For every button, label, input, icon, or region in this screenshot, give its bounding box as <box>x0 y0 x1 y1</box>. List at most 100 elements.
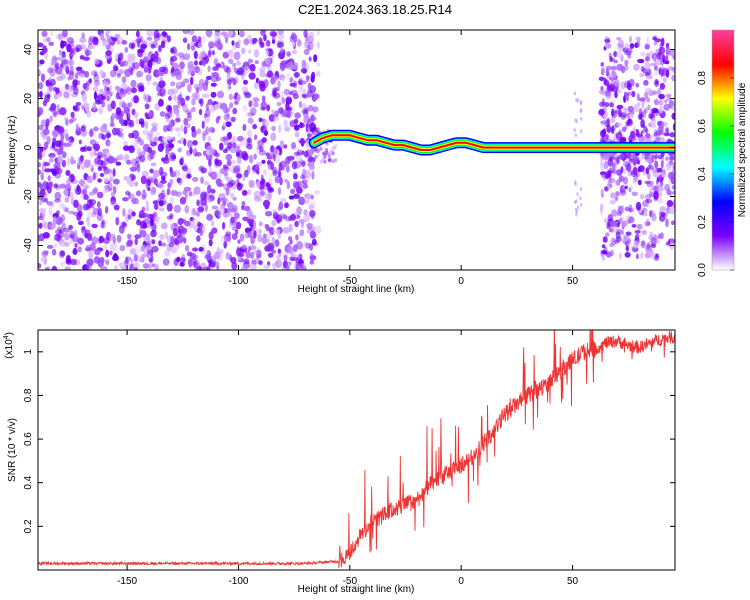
heatmap-cell <box>622 107 627 116</box>
heatmap-cell <box>200 176 204 184</box>
heatmap-cell <box>44 267 50 270</box>
heatmap-cell <box>191 125 196 133</box>
heatmap-cell <box>294 220 299 228</box>
heatmap-cell <box>220 197 228 203</box>
heatmap-cell <box>125 190 131 196</box>
heatmap-cell <box>186 111 192 119</box>
heatmap-cell <box>160 242 167 247</box>
heatmap-cell <box>158 45 162 53</box>
heatmap-cell <box>113 65 119 72</box>
heatmap-cell <box>261 236 268 245</box>
heatmap-cell <box>98 108 104 114</box>
heatmap-cell <box>638 165 645 173</box>
heatmap-cell <box>242 123 247 132</box>
heatmap-cell <box>225 187 230 196</box>
heatmap-cell <box>605 232 610 237</box>
heatmap-cell <box>220 235 226 244</box>
heatmap-cell <box>263 264 271 269</box>
heatmap-cell <box>169 178 174 186</box>
heatmap-cell <box>618 129 622 135</box>
heatmap-cell <box>93 71 98 78</box>
heatmap-cell <box>618 175 625 182</box>
heatmap-cell <box>38 42 44 48</box>
heatmap-cell <box>236 173 242 179</box>
heatmap-cell <box>311 238 317 246</box>
heatmap-cell <box>301 80 307 85</box>
heatmap-cell <box>603 120 610 126</box>
heatmap-cell <box>88 250 94 260</box>
heatmap-cell <box>110 192 116 197</box>
heatmap-cell <box>166 35 171 43</box>
heatmap-cell <box>136 219 142 226</box>
heatmap-cell <box>165 147 170 156</box>
heatmap-cell <box>294 112 301 119</box>
heatmap-cell <box>632 166 638 176</box>
heatmap-cell <box>258 67 266 72</box>
heatmap-cell <box>114 85 120 91</box>
heatmap-cell <box>51 169 57 175</box>
spectrogram-xtick-label: -50 <box>343 276 358 287</box>
heatmap-cell <box>621 126 627 132</box>
heatmap-cell <box>299 121 303 129</box>
heatmap-cell <box>649 251 656 259</box>
heatmap-cell <box>235 60 242 66</box>
heatmap-cell <box>91 223 98 229</box>
heatmap-cell <box>147 95 152 103</box>
heatmap-cell <box>215 63 222 68</box>
heatmap-cell <box>281 76 285 82</box>
heatmap-cell <box>640 65 645 72</box>
heatmap-cell <box>574 133 577 138</box>
heatmap-cell <box>610 225 618 234</box>
heatmap-cell <box>166 104 172 112</box>
heatmap-cell <box>42 100 48 107</box>
heatmap-cell <box>113 178 120 185</box>
heatmap-cell <box>154 131 161 138</box>
heatmap-cell <box>188 30 195 36</box>
heatmap-cell <box>573 91 577 96</box>
heatmap-cell <box>192 247 199 252</box>
heatmap-cell <box>274 87 280 92</box>
heatmap-cell <box>315 225 322 234</box>
heatmap-cell <box>307 82 312 91</box>
heatmap-cell <box>573 128 576 133</box>
heatmap-cell <box>44 141 49 150</box>
heatmap-cell <box>273 267 277 270</box>
heatmap-cell <box>133 95 140 104</box>
heatmap-cell <box>38 234 42 242</box>
heatmap-cell <box>670 237 674 245</box>
heatmap-cell <box>600 172 606 178</box>
heatmap-cell <box>47 85 53 94</box>
heatmap-cell <box>652 36 657 41</box>
heatmap-cell <box>65 65 70 75</box>
heatmap-cell <box>643 220 650 228</box>
heatmap-cell <box>270 76 276 85</box>
heatmap-cell <box>202 225 206 234</box>
heatmap-cell <box>70 111 75 119</box>
heatmap-cell <box>670 161 675 167</box>
heatmap-cell <box>179 61 185 70</box>
heatmap-cell <box>159 66 166 73</box>
heatmap-cell <box>639 193 645 200</box>
heatmap-cell <box>616 222 620 228</box>
heatmap-cell <box>160 139 165 149</box>
heatmap-cell <box>196 68 203 76</box>
heatmap-cell <box>166 122 174 130</box>
heatmap-cell <box>207 65 211 73</box>
heatmap-cell <box>139 229 147 238</box>
heatmap-cell <box>660 37 665 47</box>
heatmap-cell <box>653 191 659 200</box>
heatmap-cell <box>46 266 50 270</box>
heatmap-cell <box>230 192 235 199</box>
heatmap-cell <box>272 166 278 175</box>
heatmap-cell <box>68 210 75 215</box>
heatmap-cell <box>669 156 675 161</box>
heatmap-cell <box>266 70 273 78</box>
heatmap-cell <box>601 244 606 249</box>
heatmap-cell <box>260 30 266 37</box>
heatmap-cell <box>609 102 615 108</box>
heatmap-cell <box>661 212 666 217</box>
colorbar-tick-label: 0.8 <box>697 71 708 85</box>
heatmap-cell <box>295 234 299 241</box>
heatmap-cell <box>267 183 271 191</box>
heatmap-cell <box>211 50 215 56</box>
